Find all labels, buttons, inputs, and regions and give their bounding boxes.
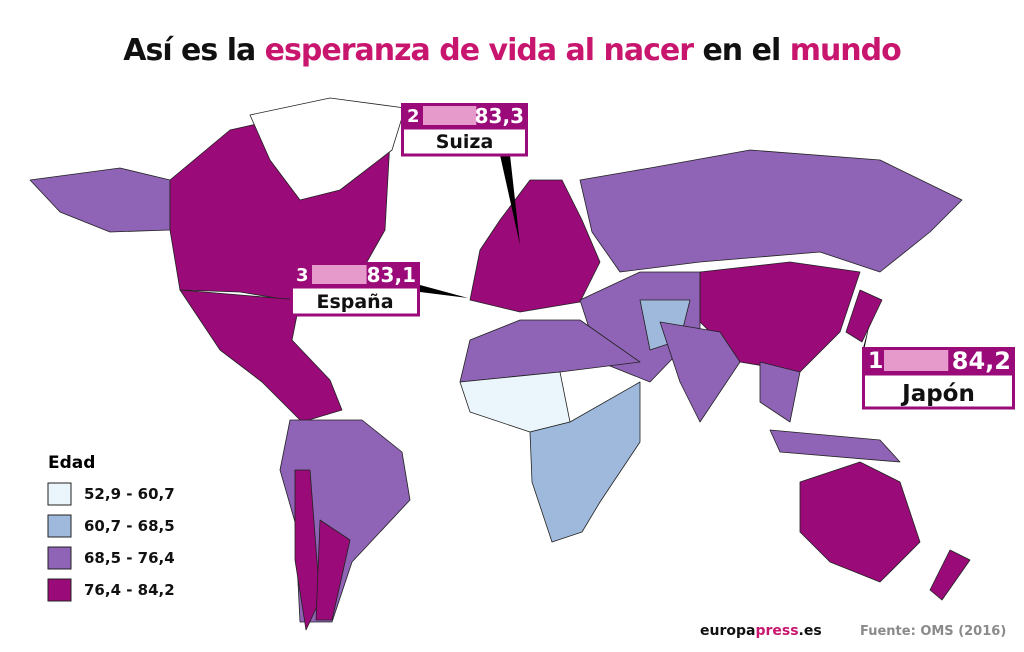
legend-label: 68,5 - 76,4 — [84, 549, 175, 567]
brand-part: europa — [700, 623, 755, 639]
legend-label: 52,9 - 60,7 — [84, 485, 175, 503]
callout-band — [312, 265, 367, 284]
legend-swatch — [47, 546, 72, 570]
callout-value: 83,1 — [367, 263, 416, 287]
title-part: mundo — [790, 33, 901, 68]
callout-box — [290, 285, 420, 317]
legend-swatch — [47, 578, 72, 602]
callout-rank: 2 — [407, 106, 420, 127]
brand-part: .es — [799, 623, 822, 639]
world-map — [29, 97, 971, 631]
legend-swatch — [47, 514, 72, 538]
legend-label: 76,4 - 84,2 — [84, 581, 175, 599]
title-part: esperanza de vida al nacer — [265, 33, 695, 68]
legend-title: Edad — [48, 453, 95, 473]
source: Fuente: OMS (2016) — [860, 624, 1006, 639]
callout-value: 84,2 — [952, 347, 1011, 375]
legend-swatch — [47, 482, 72, 506]
callout-box — [862, 372, 1015, 410]
callout-band — [884, 350, 949, 371]
callout-value: 83,3 — [475, 104, 524, 128]
title-part: Así es la — [123, 33, 264, 68]
title-part: en el — [693, 33, 790, 68]
callout-country: España — [316, 291, 393, 313]
brand: europapress.es — [700, 623, 822, 639]
callout-box — [401, 126, 528, 157]
brand-part: press — [755, 623, 798, 639]
callout-rank: 1 — [868, 349, 883, 374]
callout-country: Japón — [900, 381, 975, 407]
callout-country: Suiza — [436, 131, 494, 153]
legend-label: 60,7 - 68,5 — [84, 517, 175, 535]
callout-rank: 3 — [296, 265, 309, 286]
title: Así es la esperanza de vida al nacer en … — [123, 33, 901, 68]
callout-band — [423, 106, 477, 125]
